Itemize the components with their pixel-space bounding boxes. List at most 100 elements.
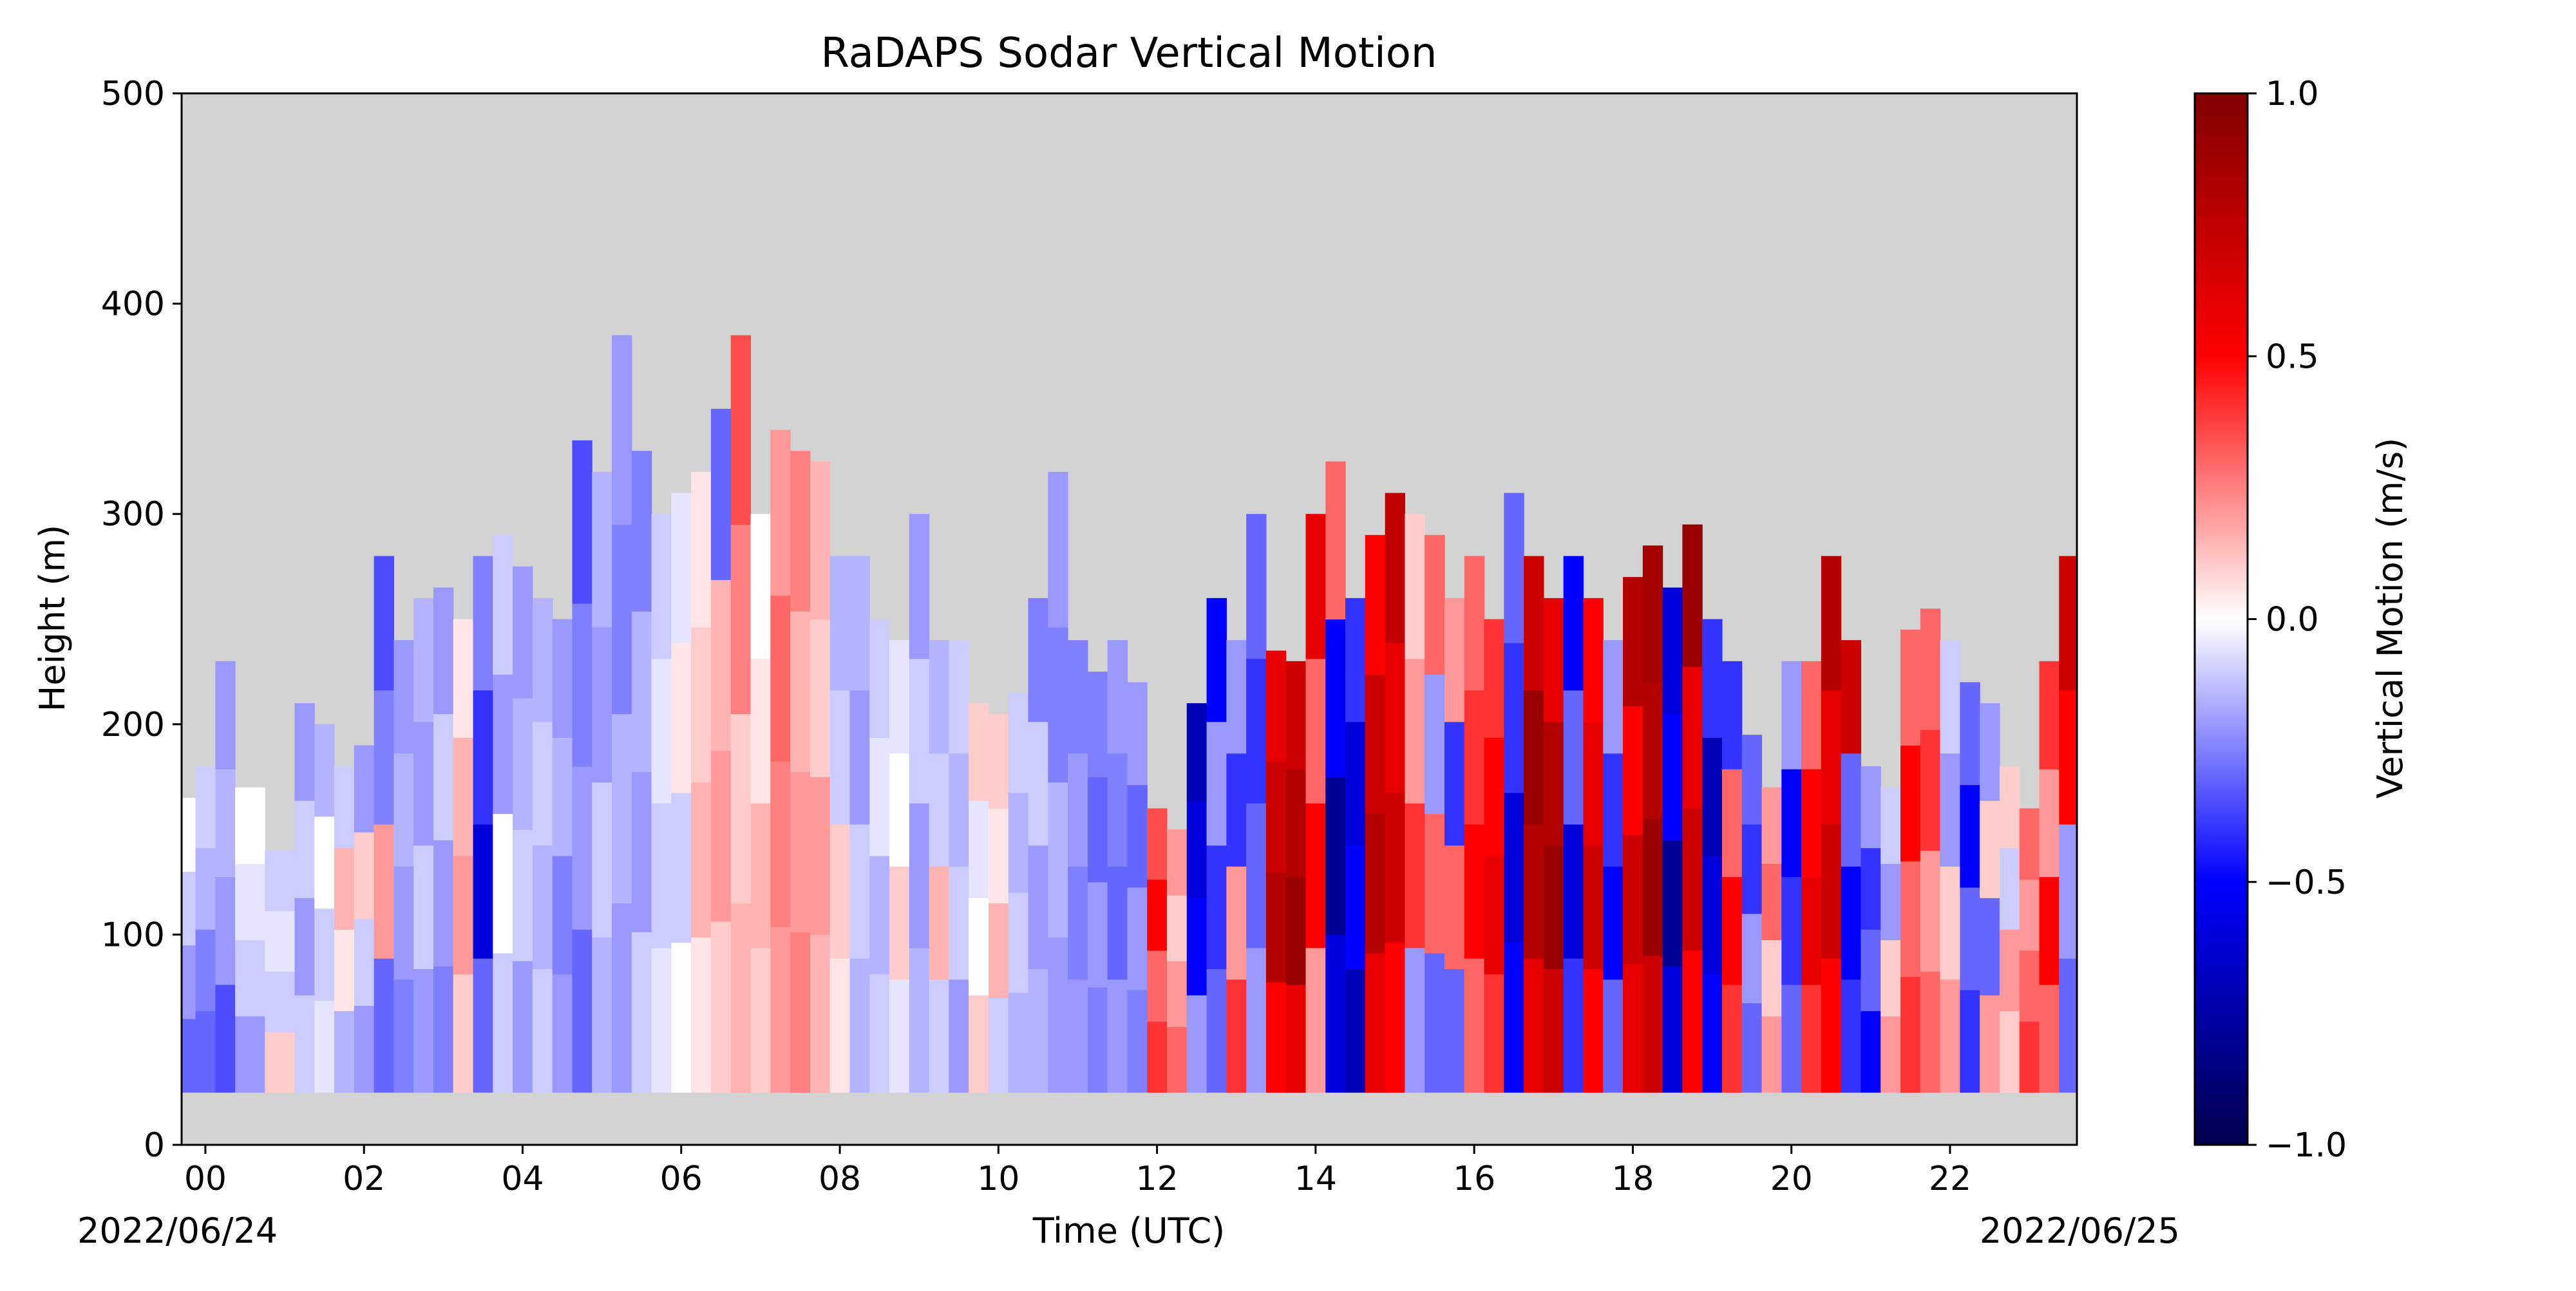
heatmap-cell — [413, 598, 434, 722]
heatmap-cell — [631, 611, 652, 772]
heatmap-cell — [612, 524, 632, 715]
heatmap-cell — [849, 690, 870, 825]
heatmap-cell — [1305, 514, 1326, 659]
heatmap-cell — [265, 1032, 296, 1093]
heatmap-cell — [1484, 974, 1504, 1093]
heatmap-cell — [433, 587, 454, 715]
heatmap-cell — [612, 903, 632, 1093]
heatmap-cell — [1068, 979, 1088, 1093]
heatmap-cell — [513, 829, 533, 961]
heatmap-cell — [1166, 829, 1188, 896]
heatmap-cell — [1841, 640, 1862, 754]
heatmap-cell — [1524, 824, 1544, 959]
heatmap-cell — [1385, 493, 1406, 643]
heatmap-cell — [1880, 939, 1901, 1017]
heatmap-cell — [2039, 876, 2060, 985]
y-tick-label: 400 — [101, 285, 165, 324]
heatmap-cell — [314, 816, 335, 909]
heatmap-cell — [1801, 876, 1822, 985]
heatmap-cell — [1563, 958, 1584, 1093]
heatmap-cell — [1008, 692, 1029, 793]
heatmap-cell — [1662, 840, 1683, 966]
heatmap-cell — [1048, 782, 1068, 938]
heatmap-cell — [1583, 968, 1604, 1093]
heatmap-cell — [334, 847, 355, 930]
y-axis-label: Height (m) — [32, 525, 73, 711]
heatmap-cell — [1642, 818, 1663, 956]
heatmap-cell — [1206, 968, 1227, 1093]
heatmap-cell — [1662, 587, 1683, 715]
heatmap-cell — [1147, 1021, 1168, 1093]
heatmap-cell — [1721, 769, 1743, 878]
heatmap-cell — [1861, 766, 1881, 849]
date-start-label: 2022/06/24 — [77, 1211, 278, 1251]
heatmap-cell — [1345, 968, 1366, 1093]
heatmap-cell — [790, 451, 811, 612]
heatmap-cell — [1464, 824, 1485, 959]
heatmap-cell — [1087, 987, 1108, 1093]
heatmap-cell — [1385, 792, 1406, 943]
heatmap-cell — [1741, 824, 1763, 914]
heatmap-cell — [195, 1010, 216, 1093]
heatmap-cell — [215, 876, 236, 985]
heatmap-cell — [1702, 855, 1723, 975]
heatmap-cell — [1741, 735, 1763, 825]
heatmap-cell — [374, 958, 394, 1093]
heatmap-cell — [1444, 598, 1465, 722]
heatmap-cell — [1265, 981, 1287, 1093]
heatmap-cell — [265, 910, 296, 972]
heatmap-cell — [1583, 845, 1604, 970]
heatmap-cell — [2059, 824, 2077, 959]
heatmap-cell — [572, 440, 592, 604]
heatmap-cell — [1682, 950, 1703, 1093]
heatmap-cell — [1861, 929, 1881, 1012]
x-tick-label: 02 — [343, 1160, 385, 1198]
heatmap-cell — [215, 769, 236, 878]
colorbar-tick-label: −0.5 — [2266, 863, 2347, 902]
heatmap-cell — [1940, 753, 1960, 867]
heatmap-cell — [592, 471, 612, 628]
heatmap-cell — [1068, 753, 1088, 867]
heatmap-cell — [849, 556, 870, 691]
heatmap-cell — [1761, 863, 1782, 941]
heatmap-cell — [473, 824, 493, 959]
heatmap-cell — [969, 995, 989, 1093]
y-tick-label: 100 — [101, 916, 165, 954]
heatmap-cell — [770, 595, 791, 762]
heatmap-cell — [354, 918, 375, 1006]
x-tick-label: 18 — [1611, 1160, 1654, 1198]
heatmap-cell — [1246, 514, 1267, 659]
heatmap-cell — [1425, 534, 1445, 675]
heatmap-cell — [433, 713, 454, 841]
heatmap-cell — [1385, 942, 1406, 1093]
heatmap-cell — [929, 866, 949, 980]
heatmap-cell — [1464, 556, 1485, 691]
heatmap-cell — [1504, 493, 1524, 643]
heatmap-cell — [1068, 866, 1088, 980]
x-axis-label: Time (UTC) — [1032, 1211, 1226, 1251]
heatmap-cell — [1583, 721, 1604, 846]
heatmap-cell — [770, 429, 791, 596]
heatmap-cell — [195, 847, 216, 930]
heatmap-cell — [1365, 813, 1386, 954]
heatmap-cell — [1662, 713, 1683, 841]
heatmap-cell — [1841, 866, 1862, 980]
heatmap-cell — [1960, 990, 1980, 1093]
heatmap-cell — [1999, 1010, 2020, 1093]
heatmap-cell — [314, 1000, 335, 1093]
heatmap-cell — [1087, 881, 1108, 988]
heatmap-cell — [1960, 887, 1980, 990]
heatmap-cell — [1484, 855, 1504, 975]
heatmap-cell — [1821, 556, 1842, 691]
heatmap-cell — [730, 713, 752, 904]
heatmap-cell — [1801, 769, 1822, 878]
heatmap-cell — [2019, 1021, 2040, 1093]
heatmap-cell — [829, 556, 851, 691]
heatmap-cell — [1385, 643, 1406, 793]
heatmap-cell — [1048, 627, 1068, 783]
heatmap-cell — [869, 974, 890, 1093]
heatmap-cell — [1801, 984, 1822, 1093]
heatmap-cell — [393, 866, 414, 980]
y-tick-label: 500 — [101, 75, 165, 113]
x-tick-label: 00 — [184, 1160, 227, 1198]
